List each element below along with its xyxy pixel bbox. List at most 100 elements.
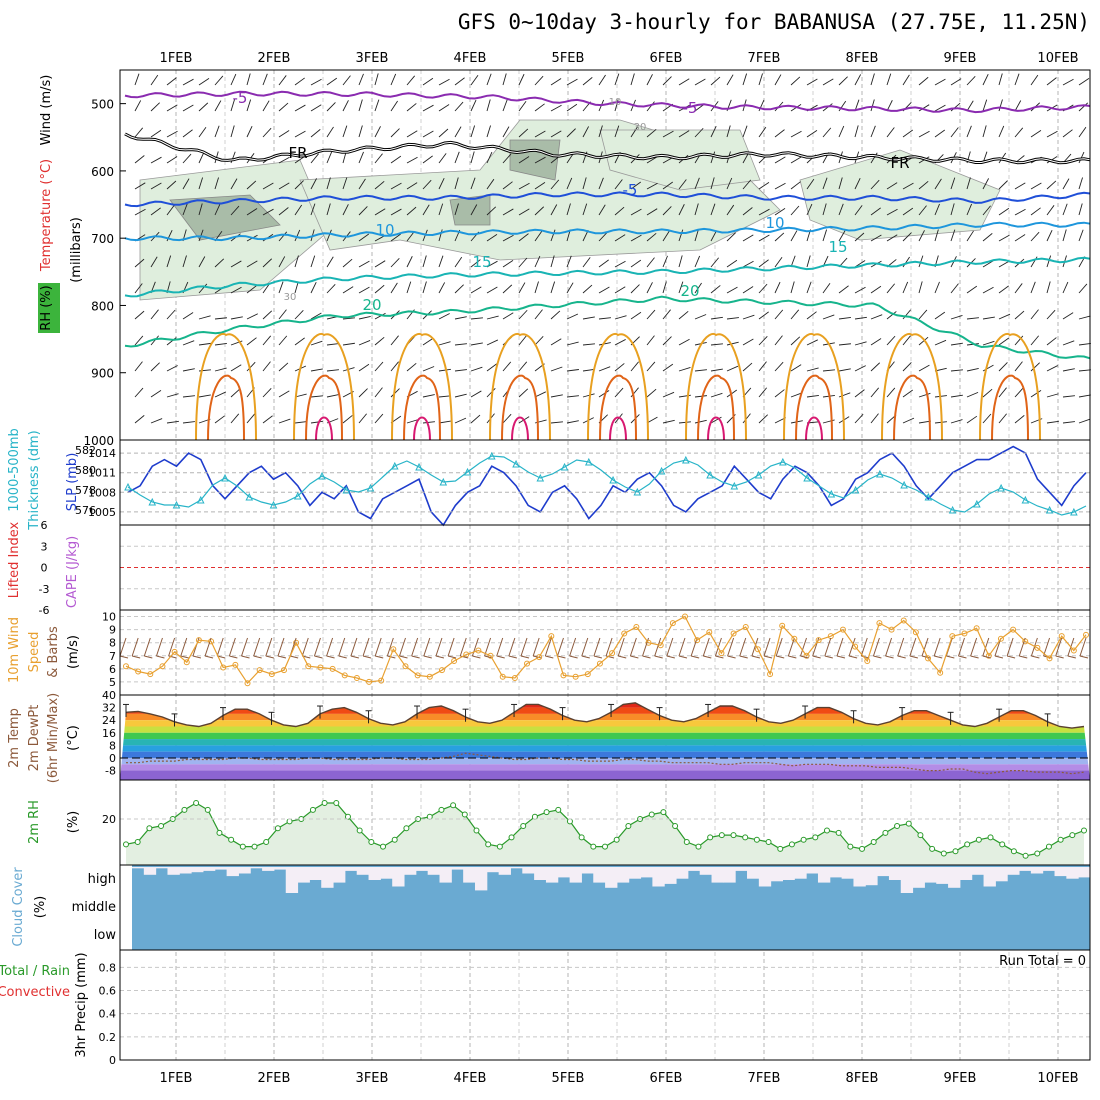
wind-barb	[982, 73, 989, 86]
wind-barb	[406, 256, 413, 268]
isotherm-30	[893, 374, 931, 441]
wind-barb	[998, 234, 1010, 242]
wind-barb	[358, 286, 370, 294]
surface-wind-barb-flag	[229, 655, 238, 659]
surface-wind-barb-flag	[642, 655, 651, 659]
surface-wind-barb-flag	[776, 655, 785, 659]
wind-point	[1010, 626, 1017, 633]
contour-label: -5	[683, 99, 698, 117]
wind-point	[754, 646, 761, 653]
wind-point	[244, 680, 251, 687]
wind-barb	[358, 99, 363, 112]
surface-wind-barb	[131, 637, 139, 657]
wind-barb	[966, 230, 974, 242]
wind-barb	[790, 130, 802, 138]
wind-barb	[294, 204, 303, 216]
contour-label: FR	[890, 154, 909, 172]
cloud-high-gap	[581, 867, 594, 874]
pressure-tick-label: 800	[91, 299, 114, 313]
wind-barb	[1014, 73, 1020, 86]
wind-barb	[374, 260, 386, 268]
surface-wind-barb	[593, 637, 601, 657]
wind-barb	[678, 394, 691, 398]
wind-barb	[502, 181, 513, 190]
date-label-top: 8FEB	[846, 51, 879, 66]
wind-barb	[294, 337, 305, 346]
wind-barb	[758, 283, 768, 294]
surface-wind-barb	[386, 637, 394, 657]
wind-barb	[870, 73, 875, 86]
surface-wind-barb-flag	[751, 655, 761, 659]
wind-point	[803, 652, 810, 659]
wind-barb	[870, 125, 876, 138]
wind-barb	[438, 104, 450, 112]
wind-barb	[214, 75, 224, 86]
wind-barb	[758, 259, 769, 268]
surface-wind-barb	[423, 637, 431, 657]
wind-barb	[182, 368, 195, 372]
isotherm-25	[489, 333, 551, 441]
rh-point	[823, 827, 830, 834]
wind-point	[171, 648, 178, 655]
surface-wind-barb-flag	[788, 655, 797, 659]
wind-barb	[966, 177, 971, 190]
surface-wind-barb	[180, 637, 188, 657]
wind-barb	[358, 233, 370, 242]
wind-barb	[182, 421, 195, 424]
surface-wind-barb	[970, 637, 978, 657]
thickness-marker	[293, 491, 302, 500]
label-10m-wind: 10m Wind	[7, 617, 22, 683]
wind-barb	[582, 77, 593, 86]
wind-barb	[470, 151, 475, 164]
axis-labels: 1FEB 1FEB 2FEB 2FEB 3FEB 3FEB 4FEB 4FEB 5FEB 5FEB…	[0, 51, 1086, 1086]
wind-point	[633, 624, 640, 630]
wind-point	[268, 671, 275, 678]
isotherm-25	[293, 333, 355, 441]
wind-barb	[486, 233, 498, 242]
wind-barb	[502, 312, 514, 320]
wind-barb	[694, 314, 707, 320]
wind-barb	[534, 281, 539, 294]
rh-point	[625, 822, 632, 829]
wind-barb	[582, 126, 590, 138]
wind-point	[1034, 644, 1041, 651]
wind-barb	[1030, 74, 1039, 86]
rh-legend-swatch	[38, 283, 60, 333]
temp-tick-label: 32	[102, 702, 116, 715]
wind-barb	[982, 99, 988, 112]
isotherm-25	[195, 333, 257, 441]
wind-barb	[486, 260, 498, 268]
cloud-high-gap	[983, 867, 996, 887]
rh-point	[368, 839, 375, 846]
wind-barb	[326, 102, 336, 112]
surface-wind-barb-flag	[703, 655, 712, 659]
wind-barb	[966, 285, 978, 294]
temp-color-band	[120, 707, 1090, 714]
wind-barb	[310, 312, 322, 320]
surface-wind-barb-flag	[958, 655, 967, 659]
wind-barb	[214, 317, 227, 320]
surface-wind-barb	[168, 637, 176, 657]
wind-barb	[1014, 127, 1024, 138]
wind-barb	[1046, 365, 1058, 372]
wind-barb	[134, 361, 143, 372]
wind-barb	[758, 361, 767, 372]
cloud-high-gap	[676, 867, 689, 879]
wind-barb	[726, 259, 738, 268]
wind-point	[183, 659, 190, 666]
wind-barb	[742, 338, 754, 346]
cloud-high-gap	[971, 867, 985, 875]
wind-barb	[982, 233, 993, 242]
wind-barb	[166, 156, 178, 164]
surface-wind-barb	[411, 637, 419, 657]
wind-barb	[470, 204, 478, 216]
wind-barb	[150, 129, 162, 138]
cloud-high-gap	[474, 867, 488, 891]
date-label-bottom: 8FEB	[846, 1071, 879, 1086]
wind-point	[1070, 647, 1077, 654]
wind-barb	[326, 151, 333, 164]
wind-barb	[710, 76, 721, 86]
wind-barb	[614, 206, 625, 216]
wind-barb	[390, 335, 399, 346]
wind-point	[718, 650, 725, 657]
